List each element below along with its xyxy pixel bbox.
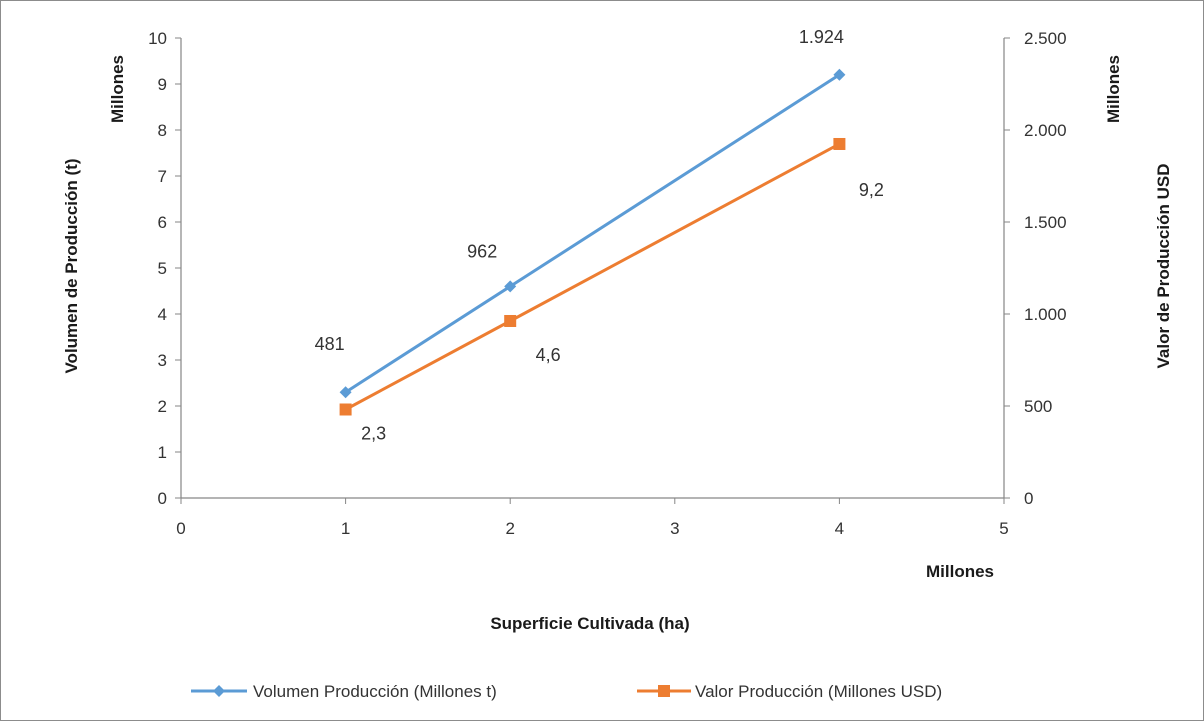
x-tick-label: 0	[176, 519, 185, 538]
left-tick-label: 10	[148, 29, 167, 48]
series-line-1	[344, 142, 841, 411]
left-tick-label: 1	[158, 443, 167, 462]
data-point-diamond	[504, 280, 517, 293]
right-tick-label: 500	[1024, 397, 1052, 416]
left-tick-label: 9	[158, 75, 167, 94]
x-axis-title: Superficie Cultivada (ha)	[490, 614, 689, 633]
x-tick-label: 1	[341, 519, 350, 538]
legend-item-volumen: Volumen Producción (Millones t)	[191, 682, 497, 701]
left-axis-unit: Millones	[108, 55, 127, 123]
data-label: 2,3	[361, 423, 386, 443]
x-tick-label: 5	[999, 519, 1008, 538]
legend-marker-diamond	[213, 685, 225, 697]
legend-marker-square	[658, 685, 670, 697]
right-tick-label: 0	[1024, 489, 1033, 508]
axes	[175, 37, 1010, 504]
left-tick-label: 4	[158, 305, 167, 324]
data-labels: 481 962 1.924 2,3 4,6 9,2	[315, 27, 884, 444]
data-label: 962	[467, 241, 497, 261]
legend-label-volumen: Volumen Producción (Millones t)	[253, 682, 497, 701]
left-tick-label: 0	[158, 489, 167, 508]
data-label: 9,2	[859, 180, 884, 200]
data-label: 1.924	[799, 27, 844, 47]
left-axis-title: Volumen de Producción (t)	[62, 158, 81, 373]
data-point-diamond	[833, 68, 846, 81]
data-label: 481	[315, 334, 345, 354]
left-tick-label: 7	[158, 167, 167, 186]
legend-item-valor: Valor Producción (Millones USD)	[637, 682, 942, 701]
left-tick-label: 5	[158, 259, 167, 278]
data-point-square	[339, 403, 352, 416]
x-axis-unit: Millones	[926, 562, 994, 581]
right-axis-title: Valor de Producción USD	[1154, 164, 1173, 369]
x-tick-label: 4	[835, 519, 844, 538]
legend-label-valor: Valor Producción (Millones USD)	[695, 682, 942, 701]
right-tick-label: 1.500	[1024, 213, 1067, 232]
right-axis-unit: Millones	[1104, 55, 1123, 123]
right-tick-label: 1.000	[1024, 305, 1067, 324]
x-tick-label: 3	[670, 519, 679, 538]
data-point-square	[833, 137, 846, 150]
data-label: 4,6	[536, 345, 561, 365]
series-line-0	[344, 73, 841, 394]
tick-labels: 0 1 2 3 4 5 6 7 8 9 10 0 500 1.000 1.500 2.000 2.500 0 1 2 3…	[148, 29, 1066, 538]
series-layer	[339, 68, 846, 416]
legend: Volumen Producción (Millones t) Valor Pr…	[191, 682, 942, 701]
left-tick-label: 2	[158, 397, 167, 416]
data-point-diamond	[339, 386, 352, 399]
x-tick-label: 2	[505, 519, 514, 538]
data-point-square	[504, 314, 517, 327]
left-tick-label: 6	[158, 213, 167, 232]
right-tick-label: 2.500	[1024, 29, 1067, 48]
left-tick-label: 3	[158, 351, 167, 370]
right-tick-label: 2.000	[1024, 121, 1067, 140]
left-tick-label: 8	[158, 121, 167, 140]
